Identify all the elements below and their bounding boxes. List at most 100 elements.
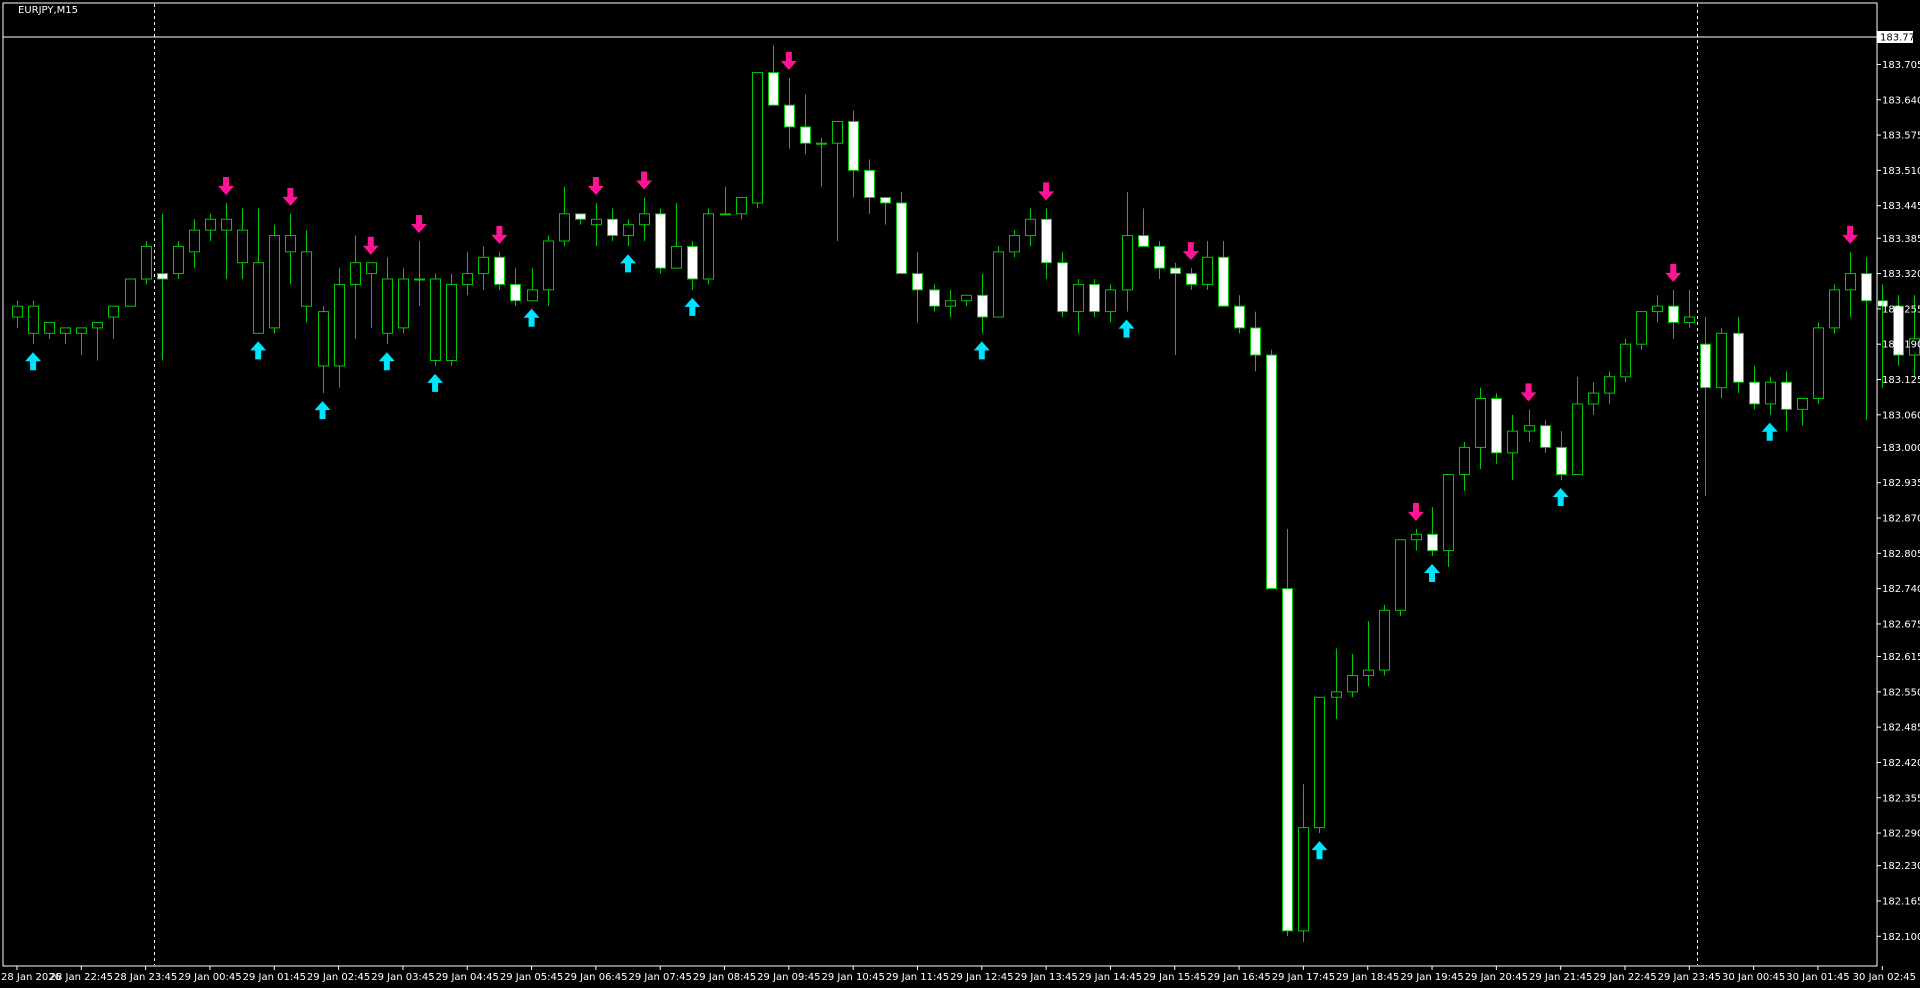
candle-body [800,126,811,144]
candle [1636,311,1647,350]
current-price-tag: 183.770 [1877,31,1920,44]
candle-body [1733,332,1744,383]
candle [28,300,39,345]
time-tick-label: 29 Jan 17:45 [1272,972,1335,983]
candle-body [1797,398,1808,410]
price-tick-label: 182.805 [1882,549,1920,560]
time-tick-label: 29 Jan 18:45 [1336,972,1399,983]
candle [1556,431,1567,480]
price-tick-label: 182.550 [1882,687,1920,698]
candle-body [1073,283,1084,313]
candle-body [1331,691,1342,698]
candle [864,159,875,214]
price-tick-label: 183.125 [1882,375,1920,386]
arrow-up-icon [1761,422,1778,441]
candle-body [510,283,521,302]
candle-body [1138,235,1149,247]
time-tick-label: 29 Jan 15:45 [1143,972,1206,983]
time-tick-label: 29 Jan 14:45 [1079,972,1142,983]
candle [1122,192,1133,312]
arrow-up-icon [684,297,701,316]
price-tick-label: 182.870 [1882,514,1920,525]
price-tick-label: 183.000 [1882,443,1920,454]
candle-body [1186,273,1197,285]
candle-body [1009,235,1020,253]
candle-body [1765,381,1776,405]
candle-body [1829,289,1840,329]
candle [1765,376,1776,415]
candle-body [591,218,602,226]
price-tick-label: 182.290 [1882,829,1920,840]
candle-body [912,273,923,291]
candle [961,294,972,307]
candle-body [1636,311,1647,345]
candle-body [189,229,200,253]
time-tick-label: 28 Jan 22:45 [50,972,113,983]
candle [334,268,345,388]
candle-body [1057,262,1068,313]
candle [1411,528,1422,551]
candle-body [1475,398,1486,448]
candle-body [768,72,779,106]
price-tick-label: 182.740 [1882,584,1920,595]
candle [1282,528,1293,937]
candle-body [301,251,312,307]
arrow-up-icon [25,352,42,371]
arrow-up-icon [1552,487,1569,506]
candle-body [478,256,489,275]
candle-body [157,273,168,280]
candle-body [559,213,570,242]
arrow-up-icon [250,341,267,360]
price-tick-label: 182.355 [1882,793,1920,804]
candle [848,110,859,198]
candle-body [1716,332,1727,389]
candle [1298,784,1309,942]
candle-body [173,245,184,275]
candle-body [1507,430,1518,454]
arrow-down-icon [218,176,235,195]
candle [1893,295,1904,366]
candle [816,137,827,187]
candle-body [527,289,538,302]
candle-body [1556,446,1567,476]
candle-body [896,202,907,275]
candle-body [334,283,345,367]
candle-body [366,262,377,275]
candle-body [350,262,361,285]
candle-body [12,305,23,318]
candle-body [237,229,248,264]
candle-body [269,235,280,329]
candle [76,327,87,356]
candle-body [929,289,940,307]
candle [575,213,586,225]
candle [543,235,554,307]
candle [494,251,505,290]
candle-body [494,256,505,285]
candle [1202,240,1213,290]
candle-body [864,169,875,199]
candle-body [1154,245,1165,269]
candle-body [446,283,457,361]
price-tick-label: 182.420 [1882,758,1920,769]
candle [1073,279,1084,334]
arrow-down-icon [636,171,653,190]
candle [414,240,425,307]
time-tick-label: 29 Jan 03:45 [371,972,434,983]
candle [1218,240,1229,307]
candle [430,273,441,366]
candle-body [1668,305,1679,323]
candle [1443,474,1454,567]
current-price-tag-bg [1877,31,1913,43]
candle [1314,696,1325,834]
price-tick-label: 182.675 [1882,619,1920,630]
candle [1507,414,1518,480]
candle-body [1411,533,1422,541]
candle-body [1089,283,1100,313]
candle [205,213,216,241]
candle [1749,365,1760,410]
candle [1877,284,1888,388]
candle [1459,441,1470,491]
candle [832,120,843,241]
candle-body [76,327,87,334]
